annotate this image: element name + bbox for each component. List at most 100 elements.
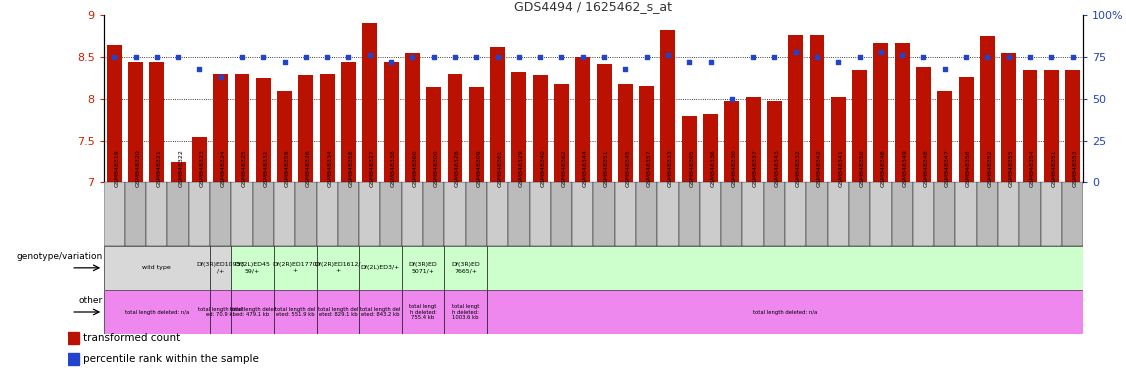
Point (1064, 54, 1082, 60)
Bar (788, 35, 803, 182)
Text: GSM848329: GSM848329 (519, 150, 524, 187)
Bar (402, 290, 445, 334)
Text: GSM848343: GSM848343 (775, 150, 779, 187)
Point (254, 54, 272, 60)
Bar (405, 53, 420, 182)
Text: GSM848334: GSM848334 (328, 150, 332, 187)
Text: GSM848349: GSM848349 (902, 150, 908, 187)
Bar (359, 182, 381, 246)
Bar (958, 77, 974, 182)
Bar (211, 290, 231, 334)
Bar (68, 332, 79, 344)
Text: GSM848332: GSM848332 (796, 150, 801, 187)
Bar (104, 246, 211, 290)
Point (659, 52, 677, 58)
Bar (359, 246, 402, 290)
Text: GSM848305: GSM848305 (689, 150, 695, 187)
Point (744, 54, 762, 60)
Bar (445, 182, 466, 246)
Bar (852, 70, 867, 182)
Bar (785, 182, 806, 246)
Text: GSM848351: GSM848351 (604, 150, 609, 187)
Bar (125, 182, 146, 246)
Bar (575, 57, 590, 182)
Bar (895, 43, 910, 182)
Bar (447, 74, 463, 182)
Bar (234, 74, 250, 182)
Text: GSM848353: GSM848353 (1073, 150, 1078, 187)
Bar (597, 64, 611, 182)
Text: Df(2L)ED45
59/+: Df(2L)ED45 59/+ (234, 262, 270, 273)
Point (360, 52, 378, 58)
Point (766, 54, 784, 60)
Bar (68, 353, 79, 365)
Text: total length del
eted: 829.1 kb: total length del eted: 829.1 kb (318, 306, 358, 318)
Text: GSM848358: GSM848358 (349, 150, 354, 187)
Bar (1044, 71, 1058, 182)
Point (723, 96, 741, 102)
Text: GSM848320: GSM848320 (135, 150, 141, 187)
Bar (320, 74, 334, 182)
Point (595, 54, 613, 60)
Point (553, 54, 571, 60)
Bar (742, 182, 763, 246)
Point (489, 54, 507, 60)
Point (787, 49, 805, 55)
Bar (763, 182, 785, 246)
Bar (168, 182, 189, 246)
Text: GSM848322: GSM848322 (178, 150, 184, 187)
Text: GSM848345: GSM848345 (625, 150, 631, 187)
Bar (554, 84, 569, 182)
Bar (359, 290, 402, 334)
Bar (1022, 70, 1037, 182)
Text: GSM848325: GSM848325 (242, 150, 247, 187)
Text: Df(3R)ED10953
/+: Df(3R)ED10953 /+ (197, 262, 245, 273)
Point (190, 66, 208, 72)
Point (1021, 54, 1039, 60)
Point (126, 54, 144, 60)
Bar (870, 182, 892, 246)
Text: GSM848337: GSM848337 (753, 150, 758, 187)
Text: total lengt
h deleted:
1003.6 kb: total lengt h deleted: 1003.6 kb (452, 304, 480, 320)
Bar (486, 290, 1083, 334)
Bar (572, 182, 593, 246)
Point (382, 59, 400, 65)
Text: GSM848346: GSM848346 (881, 150, 886, 187)
Text: GSM848309: GSM848309 (476, 150, 481, 187)
Bar (511, 72, 526, 182)
Point (872, 49, 890, 55)
Bar (658, 182, 679, 246)
Text: GSM848319: GSM848319 (114, 150, 119, 187)
Text: GSM848360: GSM848360 (412, 150, 418, 187)
Point (233, 54, 251, 60)
Bar (150, 62, 164, 182)
Text: Df(2R)ED1612/
+: Df(2R)ED1612/ + (314, 262, 361, 273)
Bar (316, 246, 359, 290)
Bar (104, 182, 125, 246)
Point (978, 54, 997, 60)
Bar (274, 246, 316, 290)
Bar (661, 30, 676, 182)
Text: GSM848323: GSM848323 (199, 150, 205, 187)
Text: other: other (79, 296, 102, 305)
Bar (274, 182, 295, 246)
Bar (1062, 182, 1083, 246)
Bar (211, 182, 231, 246)
Bar (146, 182, 168, 246)
Bar (636, 182, 658, 246)
Text: GSM848351: GSM848351 (1052, 150, 1056, 187)
Text: GSM848326: GSM848326 (306, 150, 311, 187)
Text: total lengt
h deleted:
755.4 kb: total lengt h deleted: 755.4 kb (410, 304, 437, 320)
Bar (618, 84, 633, 182)
Text: Df(3R)ED
5071/+: Df(3R)ED 5071/+ (409, 262, 437, 273)
Text: GSM848330: GSM848330 (732, 150, 736, 187)
Bar (191, 137, 207, 182)
Text: GSM848331: GSM848331 (263, 150, 268, 187)
Bar (381, 182, 402, 246)
Bar (445, 246, 486, 290)
Bar (490, 47, 506, 182)
Bar (468, 87, 484, 182)
Bar (681, 116, 697, 182)
Bar (508, 182, 529, 246)
Point (276, 59, 294, 65)
